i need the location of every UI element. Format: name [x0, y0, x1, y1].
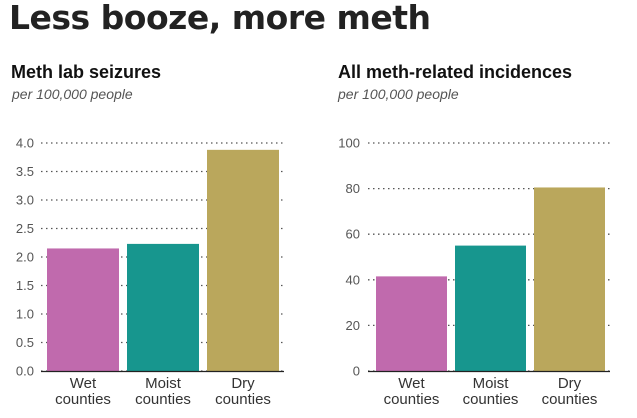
chart0-category-label-1: Moist counties: [135, 375, 191, 408]
chart1-ytick-label-2: 40: [346, 272, 360, 287]
chart1-ytick-label-3: 60: [346, 227, 360, 242]
chart0-ytick-label-6: 3.0: [16, 193, 34, 208]
chart0-ytick-label-7: 3.5: [16, 164, 34, 179]
chart0-bar-1: [127, 243, 199, 371]
chart0-ytick-label-1: 0.5: [16, 335, 34, 350]
chart1-ytick-label-1: 20: [346, 318, 360, 333]
chart1-category-label-1: Moist counties: [463, 375, 519, 408]
chart1-bar-2: [534, 187, 605, 371]
chart0-ytick-label-5: 2.5: [16, 221, 34, 236]
chart-unit-meth-lab-seizures: per 100,000 people: [12, 86, 133, 102]
headline: Less booze, more meth: [9, 0, 431, 37]
chart1-bar-0: [376, 276, 447, 371]
chart0-bar-0: [47, 248, 119, 371]
chart1-category-label-0: Wet counties: [384, 375, 440, 408]
chart0-category-label-0: Wet counties: [55, 375, 111, 408]
chart1-ytick-label-5: 100: [338, 136, 360, 151]
chart0-ytick-label-4: 2.0: [16, 250, 34, 265]
chart0-ytick-label-8: 4.0: [16, 136, 34, 151]
chart-title-meth-incidences: All meth-related incidences: [338, 62, 573, 82]
chart1-category-label-2: Dry counties: [542, 375, 598, 408]
chart-unit-meth-incidences: per 100,000 people: [338, 86, 459, 102]
chart0-category-label-2: Dry counties: [215, 375, 271, 408]
chart0-bar-2: [207, 149, 279, 371]
chart1-ytick-label-0: 0: [353, 364, 360, 379]
chart0-ytick-label-3: 1.5: [16, 278, 34, 293]
chart0-ytick-label-2: 1.0: [16, 307, 34, 322]
chart0-ytick-label-0: 0.0: [16, 364, 34, 379]
chart1-bar-1: [455, 245, 526, 371]
chart-title-meth-lab-seizures: Meth lab seizures: [11, 62, 162, 82]
chart1-ytick-label-4: 80: [346, 181, 360, 196]
